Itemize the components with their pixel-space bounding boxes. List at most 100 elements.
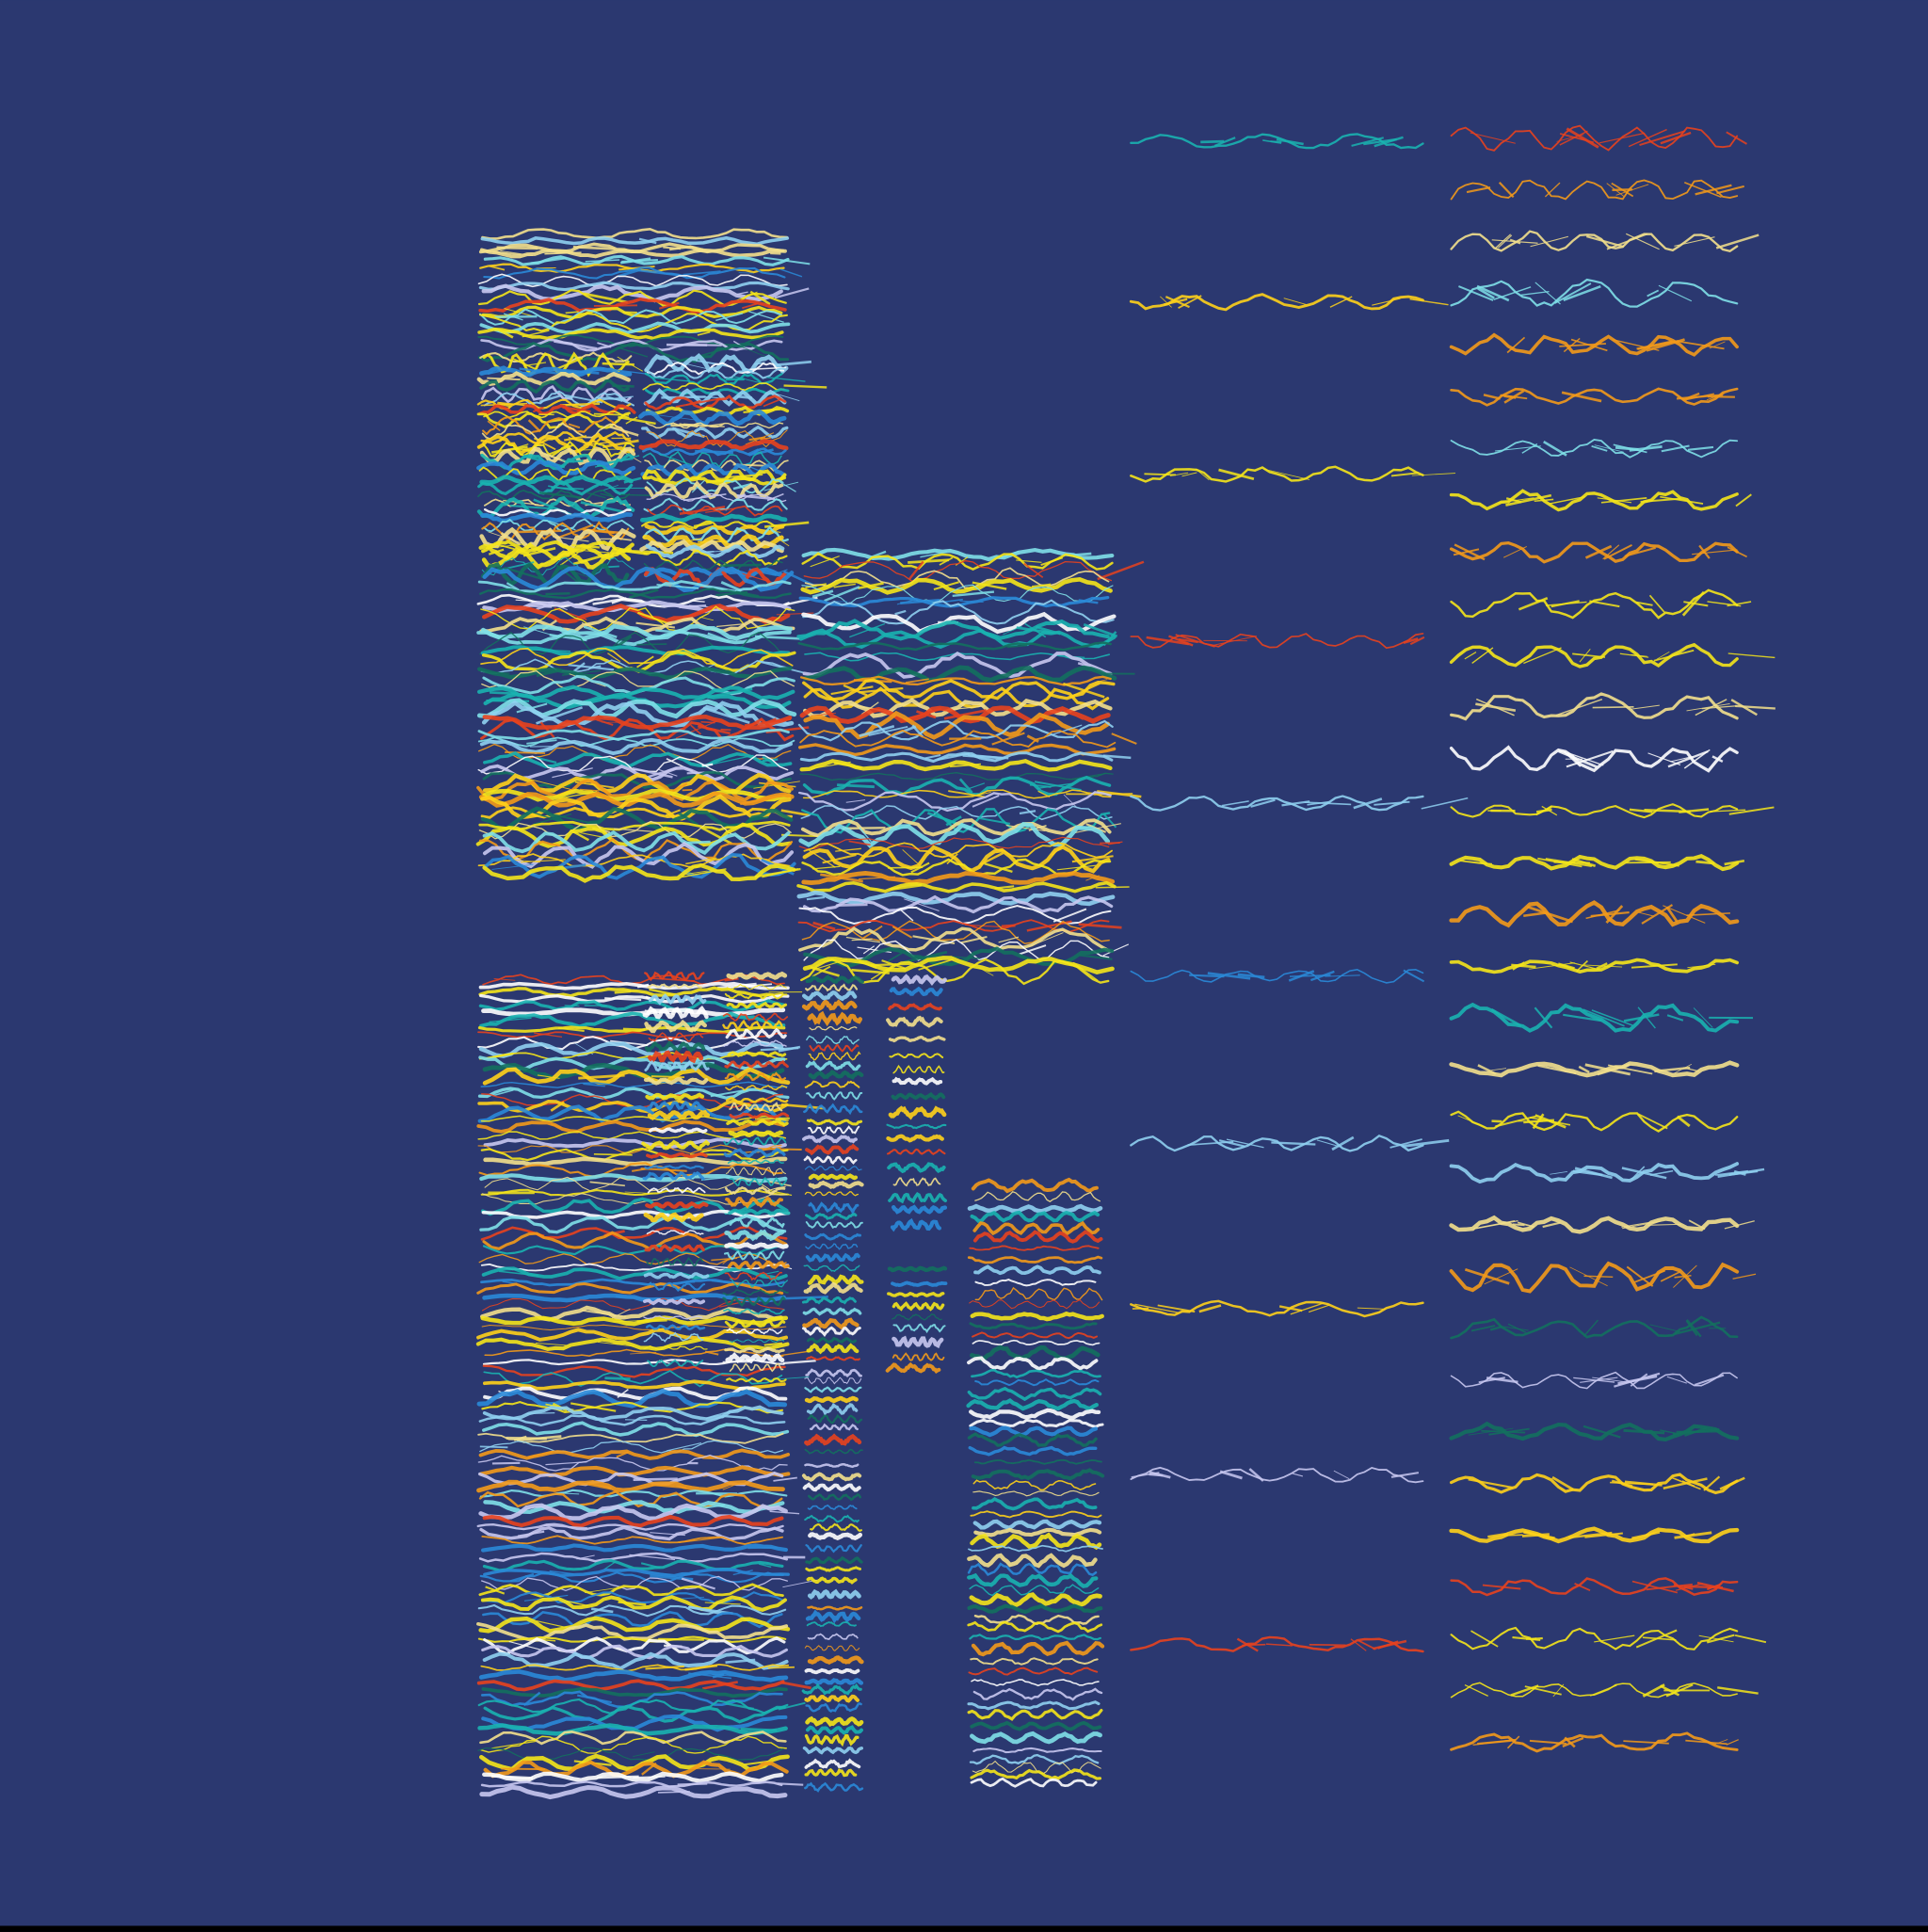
diagonal-stroke: [732, 376, 759, 383]
wave-stroke: [482, 1379, 786, 1391]
diagonal-stroke: [1146, 636, 1190, 646]
wave-stroke: [482, 1771, 784, 1783]
diagonal-stroke: [965, 924, 1004, 928]
diagonal-stroke: [656, 414, 698, 421]
diagonal-stroke: [1715, 233, 1759, 250]
diagonal-stroke: [577, 1694, 612, 1704]
diagonal-stroke: [636, 1689, 681, 1696]
wave-stroke: [1450, 1371, 1738, 1390]
diagonal-stroke: [1572, 1169, 1603, 1177]
wave-stroke: [891, 974, 947, 987]
diagonal-stroke: [1694, 1374, 1725, 1386]
diagonal-stroke: [1584, 1532, 1623, 1538]
diagonal-stroke: [527, 1450, 554, 1458]
wave-stroke: [801, 584, 1114, 605]
wave-stroke: [643, 549, 788, 568]
wave-stroke: [799, 729, 1117, 749]
wave-stroke: [481, 521, 630, 541]
diagonal-stroke: [593, 304, 637, 307]
wave-stroke: [647, 1186, 706, 1194]
diagonal-stroke: [781, 1296, 828, 1300]
diagonal-stroke: [649, 988, 676, 996]
diagonal-stroke: [1685, 1320, 1698, 1337]
diagonal-stroke: [1377, 1640, 1399, 1650]
diagonal-stroke: [782, 1360, 816, 1365]
wave-stroke: [723, 1148, 786, 1158]
diagonal-stroke: [1667, 749, 1709, 768]
diagonal-stroke: [530, 257, 567, 265]
diagonal-stroke: [597, 342, 612, 348]
wave-stroke: [724, 1071, 787, 1082]
diagonal-stroke: [1157, 1304, 1196, 1313]
diagonal-stroke: [587, 1482, 612, 1490]
wave-stroke: [476, 371, 631, 387]
wave-stroke: [806, 1119, 863, 1126]
diagonal-stroke: [1563, 284, 1601, 301]
diagonal-stroke: [1665, 906, 1679, 923]
diagonal-stroke: [950, 763, 982, 768]
diagonal-stroke: [489, 691, 516, 695]
wave-stroke: [805, 1220, 863, 1229]
diagonal-stroke: [858, 582, 884, 590]
diagonal-stroke: [1583, 1008, 1625, 1027]
diagonal-stroke: [1248, 1468, 1264, 1482]
diagonal-stroke: [544, 251, 582, 255]
wave-stroke: [807, 1274, 864, 1286]
wave-stroke: [725, 1352, 785, 1364]
diagonal-stroke: [1026, 734, 1039, 743]
diagonal-stroke: [1631, 963, 1678, 969]
diagonal-stroke: [1292, 1473, 1304, 1477]
wave-stroke: [478, 281, 790, 292]
wave-stroke: [482, 841, 795, 869]
diagonal-stroke: [1614, 1372, 1661, 1388]
wave-stroke: [648, 1032, 704, 1042]
diagonal-stroke: [1329, 296, 1353, 308]
wave-stroke: [971, 1468, 1105, 1481]
diagonal-stroke: [564, 435, 587, 442]
diagonal-stroke: [674, 606, 716, 621]
diagonal-stroke: [1102, 943, 1130, 957]
diagonal-stroke: [1663, 1477, 1708, 1489]
wave-stroke: [887, 1292, 945, 1298]
wave-stroke: [648, 1281, 706, 1292]
diagonal-stroke: [892, 926, 913, 939]
wave-stroke: [643, 1076, 709, 1086]
wave-stroke: [1449, 540, 1739, 564]
wave-stroke: [806, 1356, 860, 1361]
wave-stroke: [806, 1035, 860, 1045]
wave-stroke: [480, 1115, 789, 1122]
wave-stroke: [807, 1605, 863, 1611]
diagonal-stroke: [1390, 472, 1419, 477]
diagonal-stroke: [650, 1532, 686, 1537]
diagonal-stroke: [1559, 130, 1588, 146]
wave-stroke: [481, 700, 795, 728]
diagonal-stroke: [1016, 559, 1042, 563]
wave-stroke: [726, 1119, 789, 1127]
diagonal-stroke: [581, 1309, 626, 1318]
wave-stroke: [481, 1297, 785, 1312]
diagonal-stroke: [1169, 472, 1189, 477]
diagonal-stroke: [1265, 1643, 1293, 1647]
diagonal-stroke: [1466, 186, 1491, 194]
diagonal-stroke: [658, 301, 680, 310]
diagonal-stroke: [701, 763, 714, 767]
wave-stroke: [481, 1644, 788, 1660]
diagonal-stroke: [1646, 1583, 1694, 1591]
wave-stroke: [645, 1201, 709, 1210]
wave-stroke: [480, 385, 632, 404]
wave-stroke: [967, 1620, 1103, 1634]
wave-stroke: [971, 1679, 1100, 1687]
wave-stroke: [480, 338, 783, 352]
wave-stroke: [728, 1208, 791, 1216]
diagonal-stroke: [913, 956, 937, 958]
diagonal-stroke: [780, 809, 810, 817]
wave-stroke: [481, 1209, 791, 1219]
wave-stroke: [477, 1144, 782, 1154]
diagonal-stroke: [1542, 1221, 1561, 1229]
diagonal-stroke: [565, 402, 601, 407]
diagonal-stroke: [994, 885, 1015, 890]
diagonal-stroke: [1686, 702, 1730, 712]
diagonal-stroke: [583, 625, 618, 638]
wave-stroke: [885, 1361, 941, 1374]
wave-stroke: [797, 719, 1114, 742]
